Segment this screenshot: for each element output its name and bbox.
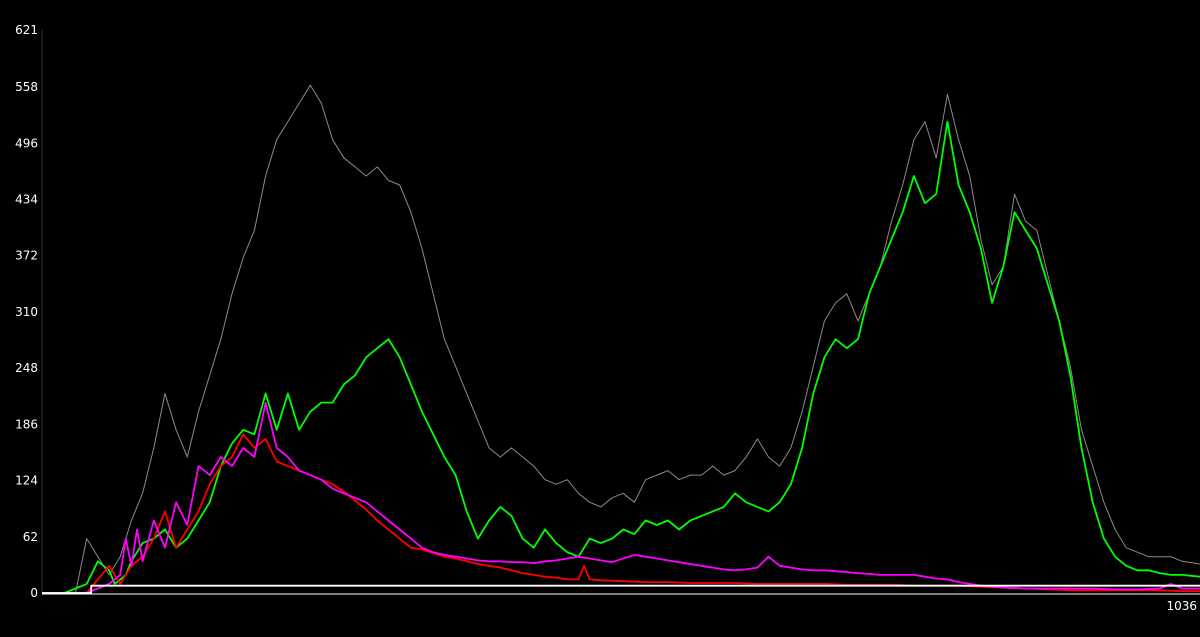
y-tick-label: 310 [15,305,38,319]
x-tick-label: 1036 [1166,599,1197,613]
y-axis: 0 62 124 186 248 310 372 434 496 558 621 [15,23,43,600]
y-tick-label: 124 [15,474,38,488]
series-line-4 [42,584,1200,594]
y-tick-label: 496 [15,136,38,150]
y-tick-label: 621 [15,23,38,37]
series-line-1 [42,120,1200,594]
series-line-2 [42,433,1200,594]
x-axis: 1036 [1166,599,1197,613]
series-line-3 [42,401,1200,594]
series-line-0 [42,84,1200,594]
y-tick-label: 0 [30,586,38,600]
y-tick-label: 62 [23,530,38,544]
y-tick-label: 186 [15,417,38,431]
y-tick-label: 558 [15,80,38,94]
y-tick-label: 372 [15,249,38,263]
series-layer [42,84,1200,594]
y-tick-label: 434 [15,193,38,207]
y-tick-label: 248 [15,361,38,375]
